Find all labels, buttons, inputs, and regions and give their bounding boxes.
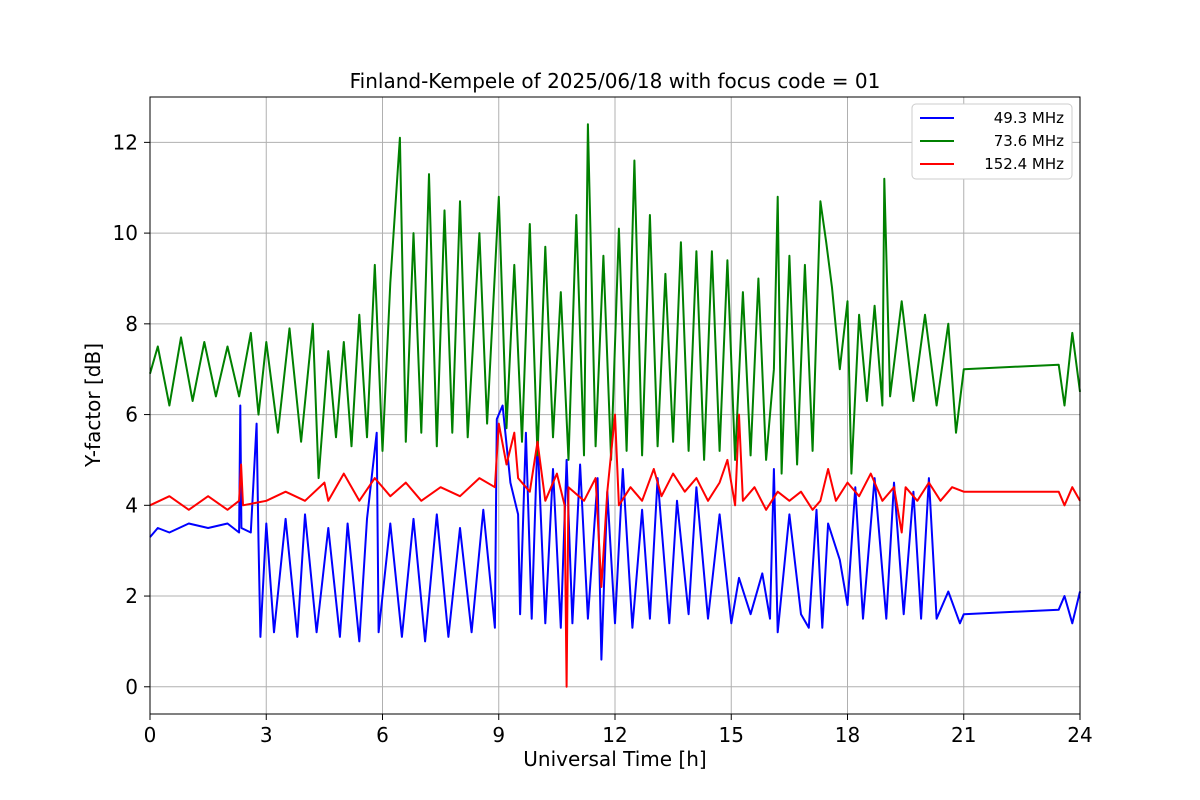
- x-tick-label: 15: [719, 723, 744, 747]
- y-tick-label: 4: [125, 493, 138, 517]
- legend: 49.3 MHz 73.6 MHz 152.4 MHz: [911, 103, 1073, 180]
- x-tick-label: 24: [1067, 723, 1092, 747]
- x-tick-label: 3: [260, 723, 273, 747]
- series-line-2: [149, 413, 1081, 688]
- y-tick-label: 10: [113, 221, 138, 245]
- y-axis: 0 2 4 6 8 10 12: [113, 130, 150, 699]
- y-tick-label: 6: [125, 403, 138, 427]
- legend-entries: 49.3 MHz 73.6 MHz 152.4 MHz: [920, 109, 1064, 173]
- x-tick-label: 18: [835, 723, 860, 747]
- x-tick-label: 21: [951, 723, 976, 747]
- series-line-0: [149, 404, 1081, 661]
- y-tick-label: 8: [125, 312, 138, 336]
- y-tick-label: 0: [125, 675, 138, 699]
- legend-label-0: 49.3 MHz: [994, 109, 1064, 127]
- x-axis-label: Universal Time [h]: [523, 747, 706, 771]
- y-tick-label: 2: [125, 584, 138, 608]
- legend-label-2: 152.4 MHz: [984, 155, 1064, 173]
- series-layer: [149, 123, 1081, 688]
- y-axis-label: Y-factor [dB]: [81, 343, 105, 468]
- y-tick-label: 12: [113, 130, 138, 154]
- x-axis: 0 3 6 9 12 15 18 21 24: [144, 714, 1093, 747]
- x-tick-label: 6: [376, 723, 389, 747]
- series-line-1: [149, 123, 1081, 480]
- x-tick-label: 12: [602, 723, 627, 747]
- x-tick-label: 0: [144, 723, 157, 747]
- legend-label-1: 73.6 MHz: [994, 132, 1064, 150]
- chart-title: Finland-Kempele of 2025/06/18 with focus…: [350, 69, 881, 93]
- x-tick-label: 9: [492, 723, 505, 747]
- legend-box: [911, 103, 1073, 180]
